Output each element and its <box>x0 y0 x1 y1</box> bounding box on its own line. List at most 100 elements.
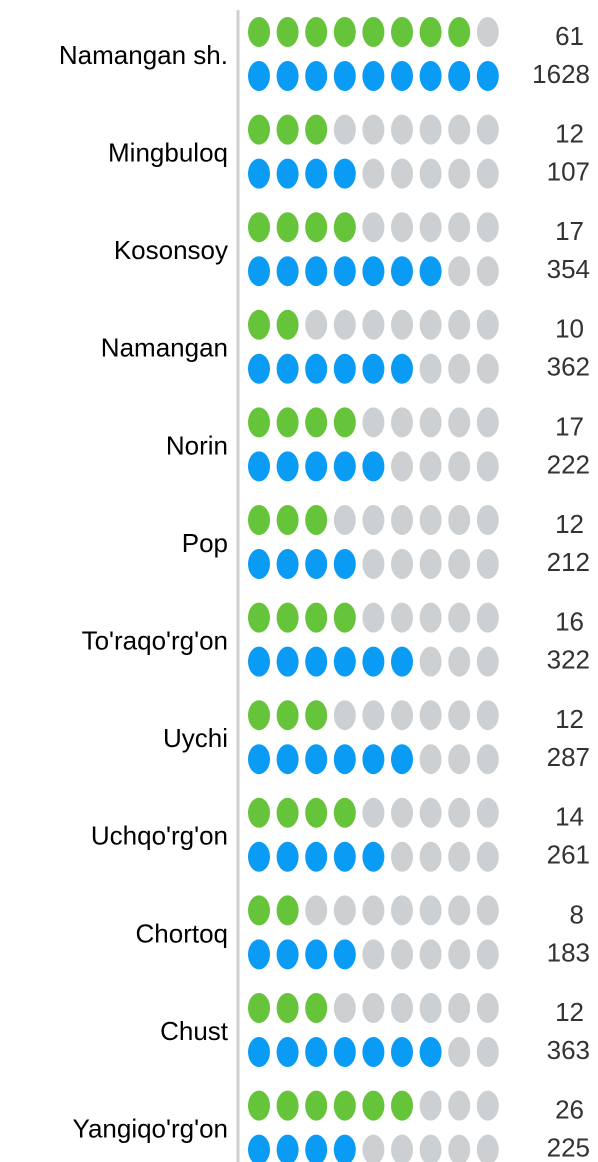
filled-dot <box>391 17 413 47</box>
filled-dot <box>333 744 356 775</box>
filled-dot <box>333 1090 356 1121</box>
filled-dot <box>333 797 356 828</box>
filled-dot <box>276 841 299 872</box>
filled-dot <box>248 700 270 731</box>
filled-dot <box>248 451 270 482</box>
empty-dot <box>419 158 442 189</box>
empty-dot <box>448 895 471 926</box>
filled-dot <box>305 212 328 243</box>
filled-dot <box>248 993 270 1023</box>
empty-dot <box>448 993 471 1023</box>
empty-dot <box>448 451 471 482</box>
empty-dot <box>419 895 442 926</box>
empty-dot <box>362 993 385 1023</box>
empty-dot <box>448 939 471 970</box>
filled-dot <box>362 61 385 91</box>
empty-dot <box>391 505 413 535</box>
empty-dot <box>391 993 413 1023</box>
filled-dot <box>419 256 442 287</box>
filled-dot <box>276 700 299 731</box>
filled-dot <box>333 1134 356 1162</box>
filled-dot <box>305 1090 328 1121</box>
filled-dot <box>248 602 270 633</box>
empty-dot <box>362 158 385 189</box>
filled-dot <box>448 17 471 47</box>
empty-dot <box>391 700 413 731</box>
empty-dot <box>448 549 471 579</box>
filled-dot <box>305 353 328 384</box>
filled-dot <box>333 1037 356 1067</box>
filled-dot <box>248 17 270 47</box>
filled-dot <box>391 61 413 91</box>
filled-dot <box>276 602 299 633</box>
filled-dot <box>248 1134 270 1162</box>
empty-dot <box>391 1134 413 1162</box>
value-label: 322 <box>547 644 590 674</box>
category-label: Chust <box>160 1016 229 1046</box>
filled-dot <box>333 602 356 633</box>
filled-dot <box>333 549 356 579</box>
filled-dot <box>305 61 328 91</box>
empty-dot <box>419 700 442 731</box>
filled-dot <box>248 114 270 145</box>
filled-dot <box>248 353 270 384</box>
empty-dot <box>419 744 442 775</box>
filled-dot <box>248 895 270 926</box>
empty-dot <box>419 353 442 384</box>
value-label: 12 <box>555 509 584 539</box>
filled-dot <box>276 505 299 535</box>
filled-dot <box>362 451 385 482</box>
empty-dot <box>476 700 499 731</box>
filled-dot <box>248 549 270 579</box>
empty-dot <box>391 114 413 145</box>
filled-dot <box>362 841 385 872</box>
filled-dot <box>248 256 270 287</box>
empty-dot <box>448 407 471 438</box>
empty-dot <box>362 212 385 243</box>
filled-dot <box>305 1037 328 1067</box>
empty-dot <box>362 505 385 535</box>
filled-dot <box>276 895 299 926</box>
category-label: Norin <box>166 430 228 460</box>
filled-dot <box>305 451 328 482</box>
value-label: 17 <box>555 411 584 441</box>
value-label: 1628 <box>532 59 590 89</box>
filled-dot <box>248 407 270 438</box>
value-label: 225 <box>547 1132 590 1162</box>
filled-dot <box>276 451 299 482</box>
empty-dot <box>448 256 471 287</box>
filled-dot <box>248 1037 270 1067</box>
empty-dot <box>391 797 413 828</box>
filled-dot <box>362 744 385 775</box>
filled-dot <box>276 1134 299 1162</box>
empty-dot <box>362 700 385 731</box>
empty-dot <box>476 407 499 438</box>
empty-dot <box>391 602 413 633</box>
empty-dot <box>448 212 471 243</box>
empty-dot <box>419 309 442 340</box>
empty-dot <box>476 993 499 1023</box>
empty-dot <box>476 797 499 828</box>
empty-dot <box>476 549 499 579</box>
empty-dot <box>476 114 499 145</box>
empty-dot <box>391 158 413 189</box>
empty-dot <box>362 939 385 970</box>
empty-dot <box>476 602 499 633</box>
value-label: 107 <box>547 156 590 186</box>
value-label: 14 <box>555 802 584 832</box>
filled-dot <box>333 451 356 482</box>
empty-dot <box>419 114 442 145</box>
filled-dot <box>276 309 299 340</box>
filled-dot <box>276 797 299 828</box>
filled-dot <box>276 1037 299 1067</box>
filled-dot <box>276 256 299 287</box>
empty-dot <box>362 602 385 633</box>
empty-dot <box>476 1134 499 1162</box>
empty-dot <box>476 451 499 482</box>
empty-dot <box>362 1134 385 1162</box>
empty-dot <box>448 602 471 633</box>
empty-dot <box>333 114 356 145</box>
filled-dot <box>305 158 328 189</box>
value-label: 12 <box>555 997 584 1027</box>
empty-dot <box>476 17 499 47</box>
